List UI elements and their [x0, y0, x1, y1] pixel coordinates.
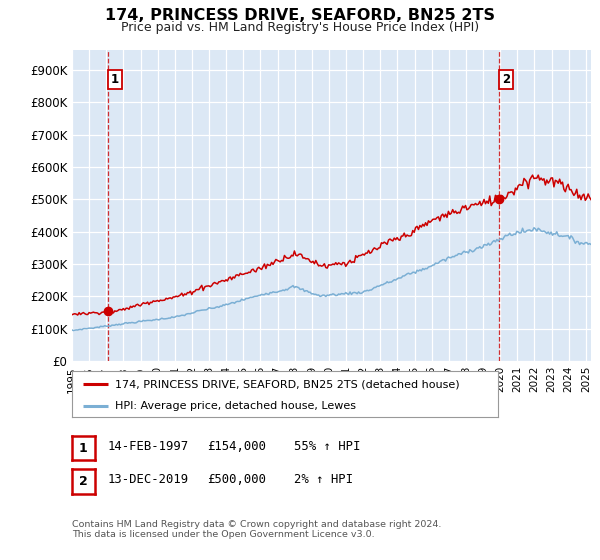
Text: Contains HM Land Registry data © Crown copyright and database right 2024.
This d: Contains HM Land Registry data © Crown c…: [72, 520, 442, 539]
Text: 2% ↑ HPI: 2% ↑ HPI: [294, 473, 353, 487]
Text: Price paid vs. HM Land Registry's House Price Index (HPI): Price paid vs. HM Land Registry's House …: [121, 21, 479, 35]
Text: 2: 2: [502, 73, 510, 86]
Text: 13-DEC-2019: 13-DEC-2019: [108, 473, 189, 487]
Text: 55% ↑ HPI: 55% ↑ HPI: [294, 440, 361, 453]
Text: 1: 1: [111, 73, 119, 86]
Text: 174, PRINCESS DRIVE, SEAFORD, BN25 2TS: 174, PRINCESS DRIVE, SEAFORD, BN25 2TS: [105, 8, 495, 23]
Text: 174, PRINCESS DRIVE, SEAFORD, BN25 2TS (detached house): 174, PRINCESS DRIVE, SEAFORD, BN25 2TS (…: [115, 379, 459, 389]
Text: £500,000: £500,000: [207, 473, 266, 487]
Text: 1: 1: [79, 441, 88, 455]
Text: 14-FEB-1997: 14-FEB-1997: [108, 440, 189, 453]
Text: 2: 2: [79, 475, 88, 488]
Text: HPI: Average price, detached house, Lewes: HPI: Average price, detached house, Lewe…: [115, 401, 356, 410]
Text: £154,000: £154,000: [207, 440, 266, 453]
